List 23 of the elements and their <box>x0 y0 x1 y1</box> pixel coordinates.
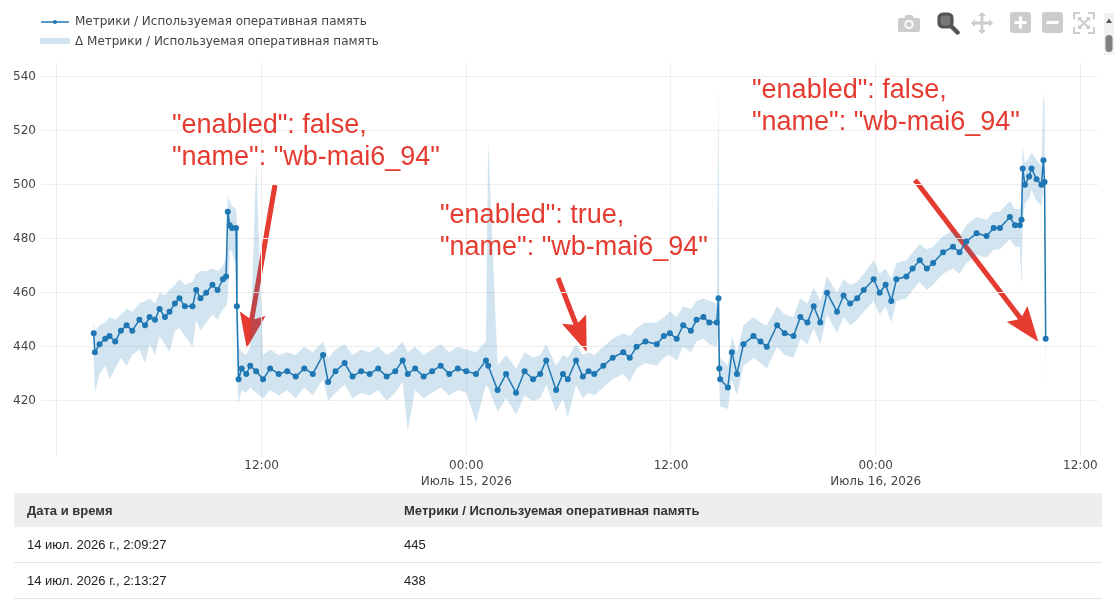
x-tick-label: 00:00 Июль 16, 2026 <box>830 458 922 489</box>
y-tick-label: 440 <box>13 338 36 353</box>
text: Дата и время <box>26 502 114 518</box>
x-tick-label: 00:00 Июль 15, 2026 <box>420 458 512 489</box>
text: 438 <box>404 573 427 588</box>
text: Δ Метрики / Используемая оперативная память <box>75 34 379 48</box>
annotation: "enabled": false, "name": "wb-mai6_94" <box>172 108 440 171</box>
text: Метрики / Используемая оперативная память <box>404 502 700 518</box>
y-tick-label: 540 <box>13 68 36 83</box>
x-tick-label: 12:00 <box>653 458 689 473</box>
x-tick-label: 12:00 <box>244 458 279 473</box>
x-tick-label: 12:00 <box>1063 458 1098 473</box>
y-tick-label: 520 <box>13 122 36 137</box>
y-tick-label: 480 <box>13 230 36 245</box>
y-tick-label: 420 <box>13 393 36 408</box>
legend-label: Метрики / Используемая оперативная память <box>75 14 367 28</box>
text: 445 <box>404 537 427 552</box>
annotation: "enabled": false, "name": "wb-mai6_94" <box>752 73 1020 136</box>
annotation: "enabled": true, "name": "wb-mai6_94" <box>440 198 708 261</box>
y-tick-label: 460 <box>13 284 36 299</box>
text: 14 июл. 2026 г., 2:09:27 <box>26 537 168 552</box>
text: 14 июл. 2026 г., 2:13:27 <box>26 573 168 588</box>
y-tick-label: 500 <box>13 176 36 191</box>
